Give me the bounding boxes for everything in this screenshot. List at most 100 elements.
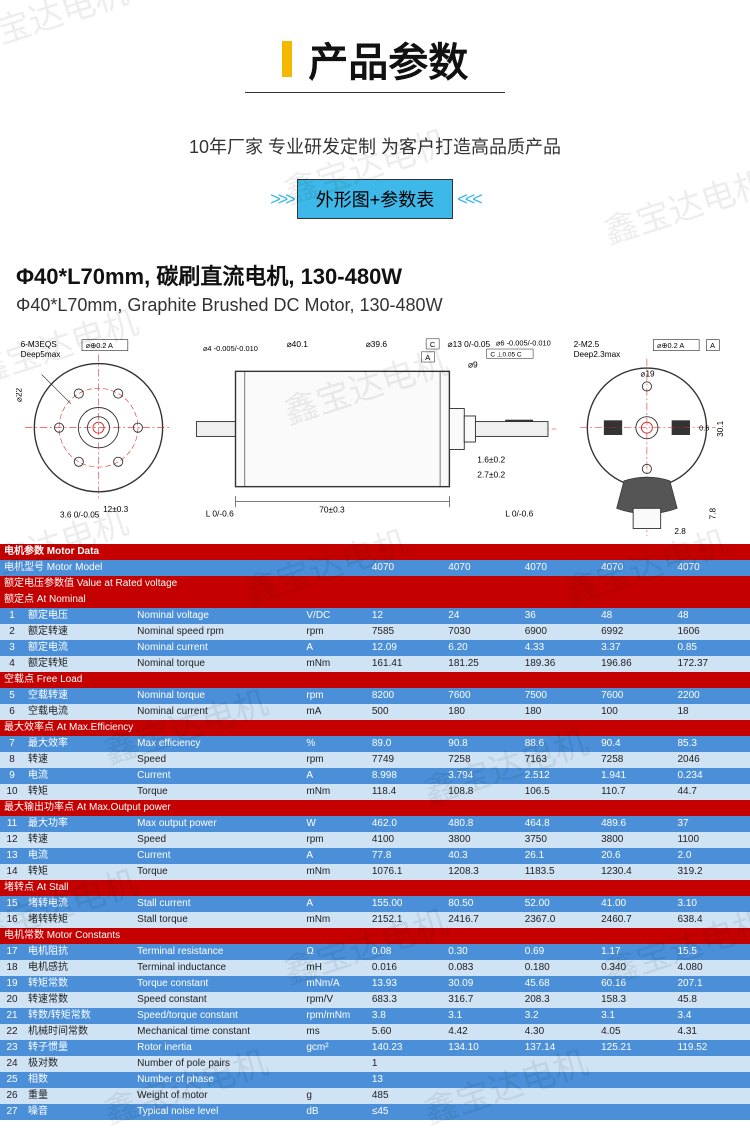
table-cell: Number of pole pairs [133, 1056, 302, 1072]
table-cell: 3.1 [444, 1008, 520, 1024]
table-cell [521, 1104, 597, 1120]
svg-text:⌀19: ⌀19 [640, 369, 655, 378]
table-cell: Speed constant [133, 992, 302, 1008]
table-cell: 21 [0, 1008, 24, 1024]
table-cell: 4070 [597, 560, 673, 576]
table-cell: Nominal torque [133, 688, 302, 704]
table-cell: % [302, 736, 368, 752]
table-cell: W [302, 816, 368, 832]
table-cell: 44.7 [674, 784, 750, 800]
table-cell: 2367.0 [521, 912, 597, 928]
svg-text:⌀⊕0.2 A: ⌀⊕0.2 A [657, 341, 684, 350]
product-heading: Φ40*L70mm, 碳刷直流电机, 130-480W Φ40*L70mm, G… [0, 239, 750, 326]
table-cell: Mechanical time constant [133, 1024, 302, 1040]
table-cell: 0.180 [521, 960, 597, 976]
table-cell: 24 [0, 1056, 24, 1072]
table-cell: 638.4 [674, 912, 750, 928]
svg-text:A: A [710, 341, 715, 350]
table-cell: 3.10 [674, 896, 750, 912]
table-cell: g [302, 1088, 368, 1104]
table-cell: 60.16 [597, 976, 673, 992]
svg-text:A: A [425, 353, 430, 362]
table-cell: 3.37 [597, 640, 673, 656]
table-cell: 堵转点 At Stall [0, 880, 750, 896]
table-cell: 1183.5 [521, 864, 597, 880]
table-cell: A [302, 848, 368, 864]
table-cell: 4.31 [674, 1024, 750, 1040]
table-cell: 1076.1 [368, 864, 444, 880]
table-cell [444, 1104, 520, 1120]
table-cell: Max efficiency [133, 736, 302, 752]
table-cell: 41.00 [597, 896, 673, 912]
table-cell [521, 1088, 597, 1104]
table-cell: 4.42 [444, 1024, 520, 1040]
table-cell: 7163 [521, 752, 597, 768]
table-cell: 7030 [444, 624, 520, 640]
table-cell: mNm [302, 656, 368, 672]
svg-text:⌀4 -0.005/-0.010: ⌀4 -0.005/-0.010 [203, 344, 258, 353]
svg-text:⌀39.6: ⌀39.6 [366, 339, 388, 349]
table-cell: mNm [302, 784, 368, 800]
table-cell: 额定电压参数值 Value at Rated voltage [0, 576, 750, 592]
table-cell: 8 [0, 752, 24, 768]
table-cell: Terminal inductance [133, 960, 302, 976]
table-cell: 134.10 [444, 1040, 520, 1056]
table-cell: 88.6 [521, 736, 597, 752]
table-cell: 30.09 [444, 976, 520, 992]
table-cell: Speed [133, 752, 302, 768]
table-cell: 7500 [521, 688, 597, 704]
table-cell: 噪音 [24, 1104, 133, 1120]
table-cell: 15 [0, 896, 24, 912]
table-cell: Torque constant [133, 976, 302, 992]
table-cell: 6.20 [444, 640, 520, 656]
svg-text:2-M2.5: 2-M2.5 [574, 340, 600, 349]
svg-text:1.6±0.2: 1.6±0.2 [477, 454, 505, 464]
table-cell: 空载点 Free Load [0, 672, 750, 688]
table-cell: 8200 [368, 688, 444, 704]
table-cell: 90.4 [597, 736, 673, 752]
table-cell: 119.52 [674, 1040, 750, 1056]
table-cell: Nominal voltage [133, 608, 302, 624]
table-cell: 180 [444, 704, 520, 720]
table-cell: 26.1 [521, 848, 597, 864]
table-cell: 6992 [597, 624, 673, 640]
table-cell [302, 1056, 368, 1072]
table-cell: 100 [597, 704, 673, 720]
table-cell: 485 [368, 1088, 444, 1104]
svg-text:⌀9: ⌀9 [468, 360, 478, 370]
table-cell: 110.7 [597, 784, 673, 800]
svg-text:L 0/-0.6: L 0/-0.6 [505, 508, 533, 518]
table-cell: 48 [597, 608, 673, 624]
table-cell: 90.8 [444, 736, 520, 752]
badge-wrap: >>> 外形图+参数表 <<< [20, 179, 730, 219]
table-cell: 2.0 [674, 848, 750, 864]
table-cell: 1.17 [597, 944, 673, 960]
table-cell: V/DC [302, 608, 368, 624]
table-cell: 7 [0, 736, 24, 752]
table-cell [597, 1056, 673, 1072]
table-cell: 4070 [674, 560, 750, 576]
table-cell: 3.4 [674, 1008, 750, 1024]
table-cell [444, 1056, 520, 1072]
table-cell: 转子惯量 [24, 1040, 133, 1056]
table-cell: 161.41 [368, 656, 444, 672]
table-cell: 11 [0, 816, 24, 832]
table-cell: mNm [302, 864, 368, 880]
table-cell: 0.083 [444, 960, 520, 976]
table-cell: 19 [0, 976, 24, 992]
table-cell: 12 [0, 832, 24, 848]
table-cell: 89.0 [368, 736, 444, 752]
table-cell: 6 [0, 704, 24, 720]
table-cell: Terminal resistance [133, 944, 302, 960]
table-cell: 189.36 [521, 656, 597, 672]
page-subtitle: 10年厂家 专业研发定制 为客户打造高品质产品 [20, 133, 730, 159]
table-cell: 10 [0, 784, 24, 800]
table-cell: 4070 [444, 560, 520, 576]
table-cell: Speed/torque constant [133, 1008, 302, 1024]
table-cell: 7600 [444, 688, 520, 704]
table-cell: 118.4 [368, 784, 444, 800]
table-cell: 额定转速 [24, 624, 133, 640]
table-cell: 155.00 [368, 896, 444, 912]
svg-text:2.7±0.2: 2.7±0.2 [477, 469, 505, 479]
table-cell: 重量 [24, 1088, 133, 1104]
